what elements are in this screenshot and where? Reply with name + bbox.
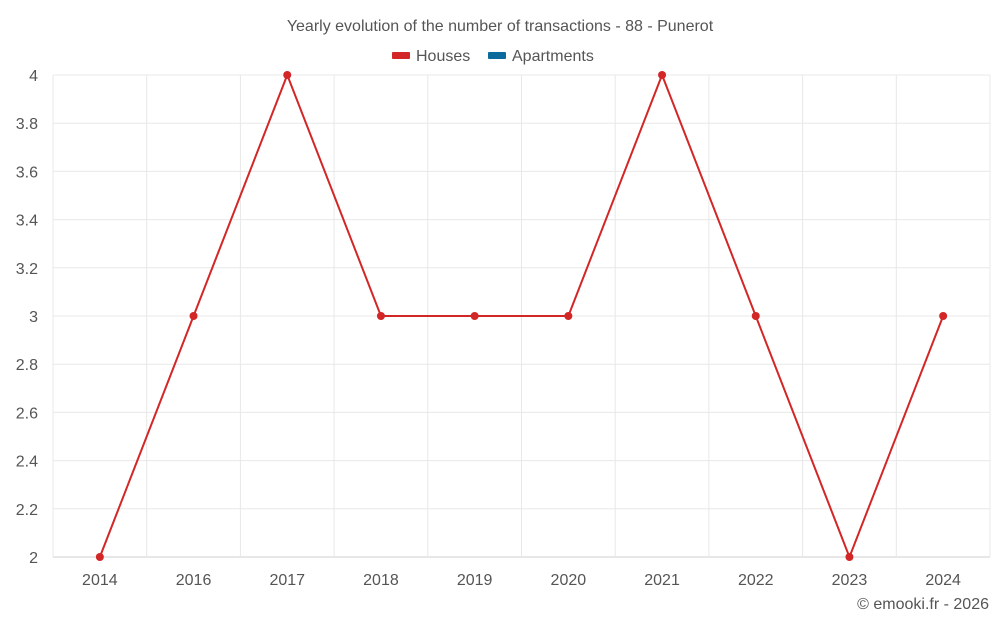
y-tick-label: 3.4 [16, 213, 38, 230]
data-point-houses[interactable] [939, 312, 948, 320]
legend-label-houses: Houses [416, 48, 470, 65]
legend-swatch-apartments [488, 52, 506, 59]
x-tick-label: 2017 [269, 572, 305, 589]
data-point-houses[interactable] [564, 312, 573, 320]
y-tick-label: 2.4 [16, 454, 38, 471]
data-point-houses[interactable] [470, 312, 479, 320]
legend-swatch-houses [392, 52, 410, 59]
y-tick-label: 4 [29, 68, 38, 85]
x-axis: 2014 2016 2017 2018 2019 2020 2021 2022 2023 2024 [82, 572, 961, 589]
x-tick-label: 2021 [644, 572, 680, 589]
chart-title: Yearly evolution of the number of transa… [287, 18, 714, 35]
x-tick-label: 2016 [176, 572, 212, 589]
y-tick-label: 2.6 [16, 405, 38, 422]
data-point-houses[interactable] [658, 71, 667, 79]
y-tick-label: 3.6 [16, 164, 38, 181]
x-tick-label: 2024 [925, 572, 961, 589]
y-tick-label: 3.8 [16, 116, 38, 133]
y-tick-label: 3 [29, 309, 38, 326]
data-point-houses[interactable] [845, 553, 854, 561]
legend: Houses Apartments [392, 48, 594, 65]
data-point-houses[interactable] [95, 553, 104, 561]
data-point-houses[interactable] [376, 312, 385, 320]
y-axis: 2 2.2 2.4 2.6 2.8 3 3.2 3.4 3.6 3.8 4 [16, 68, 38, 567]
y-tick-label: 3.2 [16, 261, 38, 278]
y-tick-label: 2 [29, 550, 38, 567]
y-tick-label: 2.2 [16, 502, 38, 519]
x-tick-label: 2023 [832, 572, 868, 589]
data-point-houses[interactable] [751, 312, 760, 320]
legend-item-houses[interactable]: Houses [392, 48, 470, 65]
legend-label-apartments: Apartments [512, 48, 594, 65]
x-tick-label: 2018 [363, 572, 399, 589]
x-tick-label: 2022 [738, 572, 774, 589]
series-group [95, 71, 948, 561]
series-line-houses [98, 74, 945, 558]
data-point-houses[interactable] [283, 71, 292, 79]
x-tick-label: 2020 [551, 572, 587, 589]
credit-text: © emooki.fr - 2026 [857, 596, 989, 613]
legend-item-apartments[interactable]: Apartments [488, 48, 594, 65]
y-tick-label: 2.8 [16, 357, 38, 374]
data-point-houses[interactable] [189, 312, 198, 320]
x-tick-label: 2019 [457, 572, 493, 589]
x-tick-label: 2014 [82, 572, 118, 589]
